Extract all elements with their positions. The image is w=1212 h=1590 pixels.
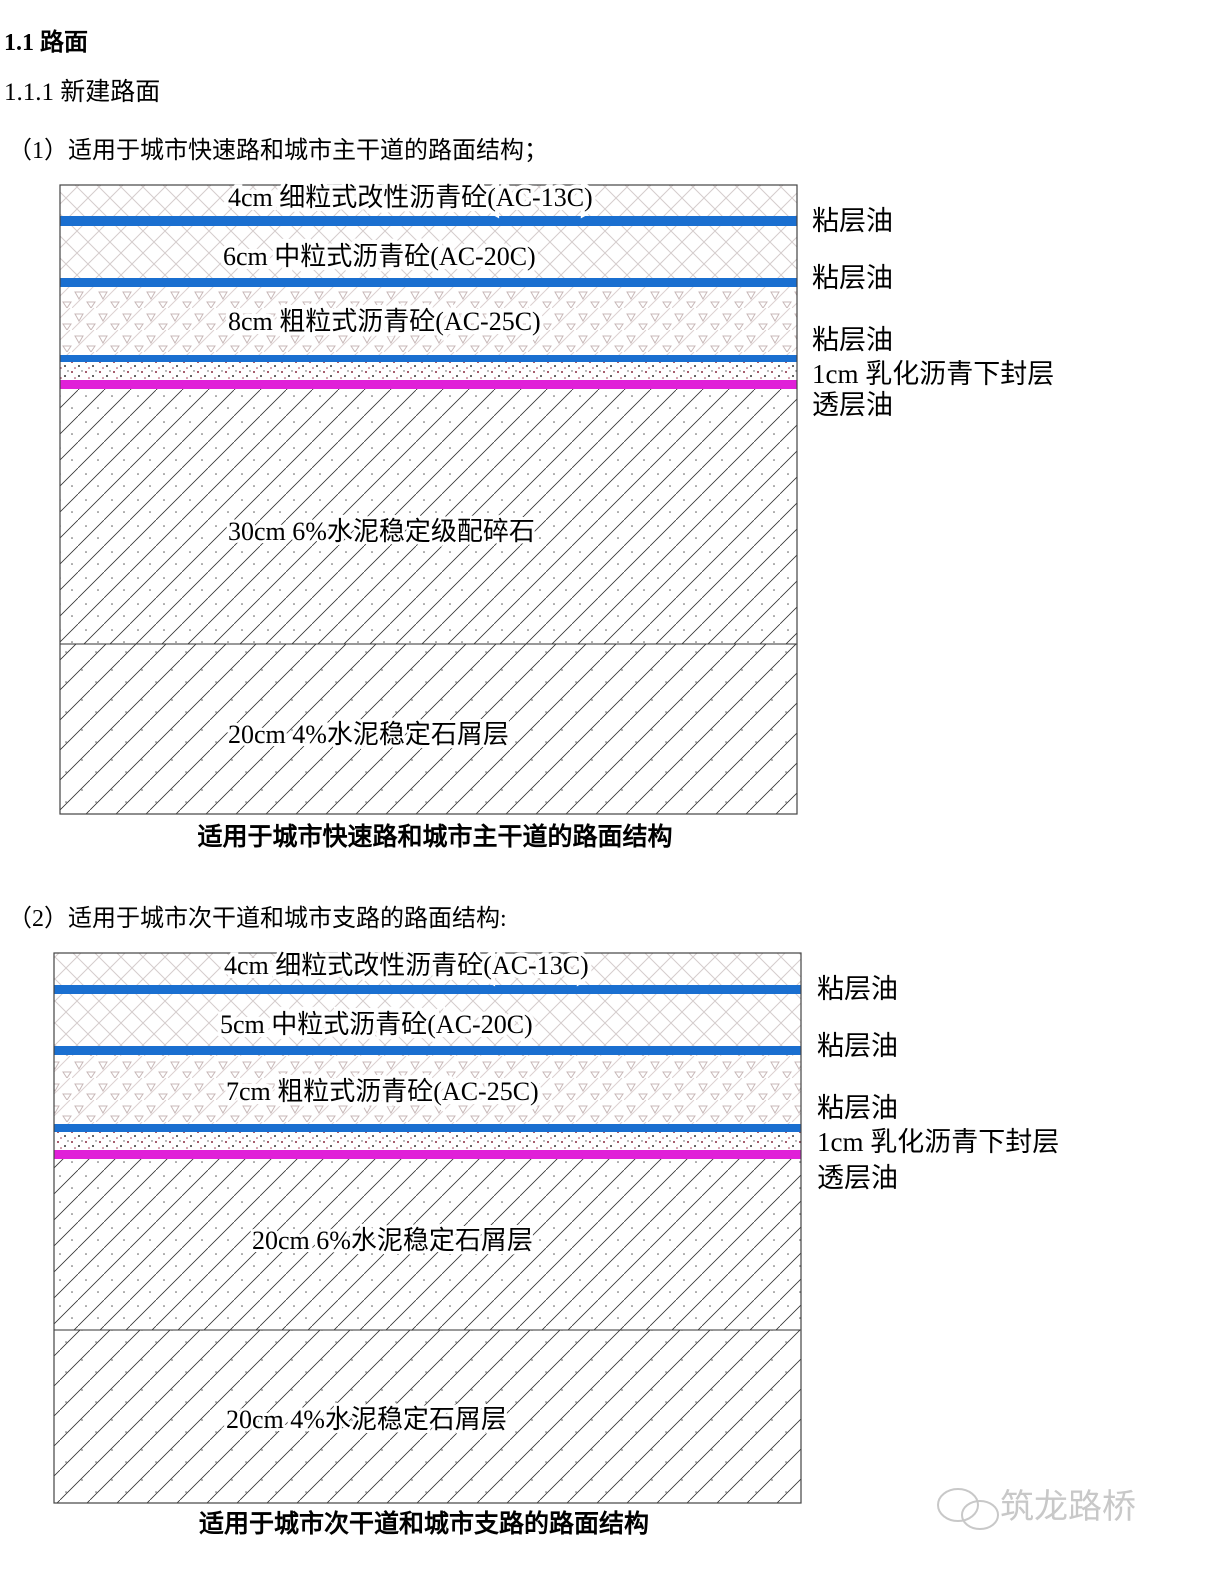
side-label: 粘层油 — [817, 1093, 898, 1123]
layer-label: 6cm 中粒式沥青砼(AC-20C) — [223, 242, 536, 271]
diagram-1: 4cm 细粒式改性沥青砼(AC-13C) 6cm 中粒式沥青砼(AC-20C) 8c… — [59, 179, 1054, 851]
seal-layer — [54, 1132, 801, 1150]
layer-label: 7cm 粗粒式沥青砼(AC-25C) — [226, 1077, 539, 1106]
section1-intro: （1）适用于城市快速路和城市主干道的路面结构； — [8, 138, 548, 164]
side-label: 透层油 — [817, 1163, 898, 1193]
section-heading: 1.1 路面 — [4, 30, 88, 56]
tack-coat-line — [54, 985, 801, 994]
side-label: 透层油 — [812, 390, 893, 420]
side-label: 粘层油 — [817, 1031, 898, 1061]
layer-surface — [54, 953, 801, 985]
layer-lower — [54, 1055, 801, 1124]
tack-coat-line — [60, 216, 797, 226]
tack-coat-line — [54, 1124, 801, 1132]
base-layer — [54, 1159, 801, 1330]
side-label: 1cm 乳化沥青下封层 — [812, 359, 1054, 389]
watermark: 筑龙路桥 — [937, 1487, 1136, 1530]
subbase-layer — [54, 1330, 801, 1503]
layer-label: 5cm 中粒式沥青砼(AC-20C) — [220, 1010, 533, 1039]
layer-middle — [54, 994, 801, 1046]
side-label: 粘层油 — [817, 974, 898, 1004]
side-label: 1cm 乳化沥青下封层 — [817, 1127, 1059, 1157]
diagram-caption: 适用于城市次干道和城市支路的路面结构 — [199, 1509, 649, 1538]
layer-middle — [60, 226, 797, 278]
side-label: 粘层油 — [812, 206, 893, 236]
layer-label: 8cm 粗粒式沥青砼(AC-25C) — [228, 307, 541, 336]
prime-coat-line — [60, 380, 797, 389]
layer-label: 20cm 4%水泥稳定石屑层 — [226, 1405, 507, 1434]
diagram-border — [53, 952, 802, 1504]
tack-coat-line — [60, 355, 797, 362]
subsection-heading: 1.1.1 新建路面 — [4, 79, 161, 106]
layer-label: 20cm 6%水泥稳定石屑层 — [252, 1226, 533, 1255]
diagram-caption: 适用于城市快速路和城市主干道的路面结构 — [197, 822, 672, 851]
tack-coat-line — [54, 1046, 801, 1055]
layer-label: 30cm 6%水泥稳定级配碎石 — [228, 517, 535, 546]
diagram-border — [59, 184, 798, 815]
base-layer — [60, 389, 797, 644]
layer-lower — [60, 287, 797, 355]
diagram-2: 4cm 细粒式改性沥青砼(AC-13C) 5cm 中粒式沥青砼(AC-20C) 7c… — [53, 947, 1059, 1538]
section2-intro: （2）适用于城市次干道和城市支路的路面结构: — [8, 906, 507, 932]
seal-layer — [60, 362, 797, 380]
subbase-layer — [60, 644, 797, 814]
layer-surface — [60, 185, 797, 216]
side-label: 粘层油 — [812, 263, 893, 293]
layer-label: 4cm 细粒式改性沥青砼(AC-13C) — [228, 183, 593, 212]
watermark-text: 筑龙路桥 — [1000, 1487, 1136, 1527]
prime-coat-line — [54, 1150, 801, 1159]
wechat-icon — [937, 1488, 999, 1530]
tack-coat-line — [60, 278, 797, 287]
layer-label: 4cm 细粒式改性沥青砼(AC-13C) — [224, 951, 589, 980]
side-label: 粘层油 — [812, 325, 893, 355]
layer-label: 20cm 4%水泥稳定石屑层 — [228, 720, 509, 749]
